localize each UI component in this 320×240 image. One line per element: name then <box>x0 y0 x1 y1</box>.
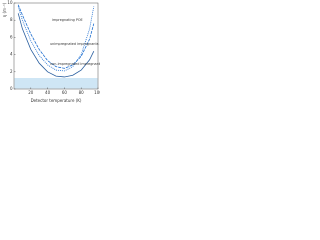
y-tick-label: 6 <box>10 34 13 39</box>
y-tick-label: 8 <box>10 17 13 22</box>
y-tick-label: 0 <box>10 86 13 91</box>
y-axis-label: η (m⁻¹) <box>2 2 7 17</box>
plot-frame <box>13 2 99 90</box>
series-label: unimpregnated impregnants (BKE, Oil) <box>50 42 100 46</box>
x-tick-label: 80 <box>79 90 85 95</box>
series-line <box>17 6 95 72</box>
series-line <box>17 13 95 78</box>
chart: η (m⁻¹) Detector temperature (K) 0 2 4 6 8 10… <box>2 0 100 103</box>
series-label: non-impregnated impregnants (BKE, MMFB, … <box>50 62 100 66</box>
x-tick-label: 60 <box>62 90 68 95</box>
x-tick-label: 20 <box>28 90 34 95</box>
series-label: impregnating POE <box>52 18 83 22</box>
x-tick-label: 40 <box>45 90 51 95</box>
shaded-region <box>14 78 98 89</box>
y-tick-label: 10 <box>7 0 13 5</box>
y-tick-label: 2 <box>10 69 13 74</box>
x-axis-label: Detector temperature (K) <box>31 98 82 103</box>
y-tick-label: 4 <box>10 52 13 57</box>
series-line <box>17 4 95 69</box>
x-tick-label: 100 <box>94 90 100 95</box>
